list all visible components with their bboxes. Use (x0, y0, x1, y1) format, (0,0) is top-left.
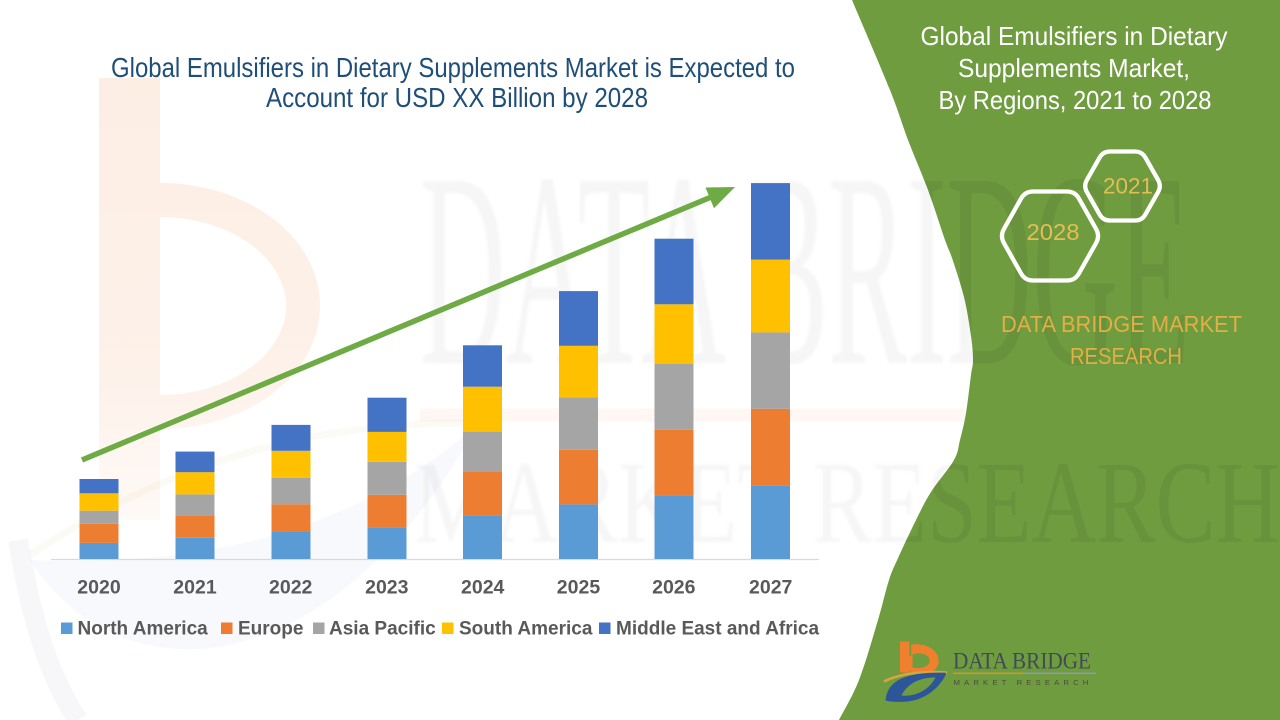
svg-text:2028: 2028 (1027, 219, 1080, 245)
svg-text:Supplements Market,: Supplements Market, (958, 53, 1190, 83)
svg-text:Global Emulsifiers in Dietary: Global Emulsifiers in Dietary Supplement… (111, 52, 795, 83)
svg-text:DATA BRIDGE: DATA BRIDGE (953, 649, 1091, 674)
svg-text:South America: South America (459, 619, 593, 640)
svg-text:2021: 2021 (173, 577, 217, 599)
svg-text:RESEARCH: RESEARCH (1070, 343, 1182, 369)
svg-text:Account for USD XX Billion by: Account for USD XX Billion by 2028 (266, 82, 648, 113)
svg-text:Asia Pacific: Asia Pacific (329, 619, 436, 640)
svg-text:MARKET RESEARCH: MARKET RESEARCH (954, 678, 1093, 687)
svg-text:By Regions, 2021 to 2028: By Regions, 2021 to 2028 (939, 85, 1212, 115)
svg-text:2024: 2024 (461, 577, 505, 599)
svg-text:2022: 2022 (269, 577, 313, 599)
svg-text:Global Emulsifiers in Dietary: Global Emulsifiers in Dietary (921, 21, 1228, 51)
svg-text:Middle East and Africa: Middle East and Africa (616, 619, 819, 640)
svg-text:North America: North America (78, 619, 209, 640)
svg-text:DATA BRIDGE MARKET: DATA BRIDGE MARKET (1001, 311, 1242, 337)
svg-text:2026: 2026 (652, 577, 696, 599)
svg-text:Europe: Europe (238, 619, 303, 640)
svg-text:2020: 2020 (77, 577, 121, 599)
svg-text:2027: 2027 (749, 577, 792, 599)
svg-text:2025: 2025 (557, 577, 601, 599)
svg-text:2023: 2023 (365, 577, 409, 599)
svg-text:2021: 2021 (1103, 174, 1153, 199)
